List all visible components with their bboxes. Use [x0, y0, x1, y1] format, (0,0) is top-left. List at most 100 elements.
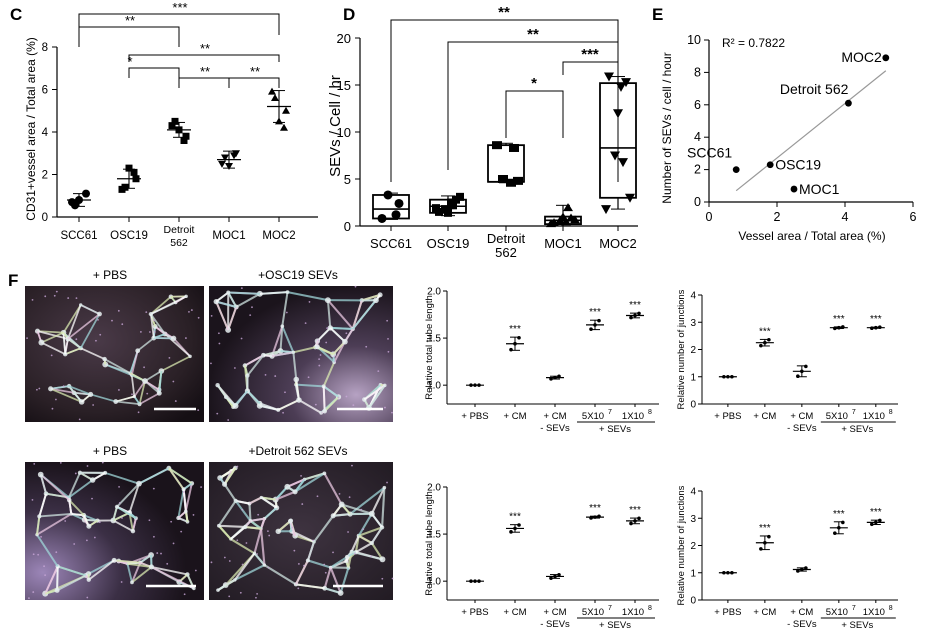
cell-dot: [324, 571, 327, 574]
d-xlabel-line2: 562: [495, 245, 517, 260]
vessel-segment: [130, 350, 139, 376]
vessel-segment: [234, 564, 265, 581]
c-xlabel: OSC19: [110, 230, 148, 242]
vessel-segment: [227, 306, 238, 331]
vessel-segment: [112, 506, 118, 521]
vessel-segment: [67, 338, 82, 349]
vessel-segment: [246, 390, 261, 405]
f-sig-label: ***: [759, 326, 771, 337]
vessel-segment: [295, 383, 324, 388]
vessel-segment: [80, 304, 100, 315]
vessel-segment: [177, 489, 185, 519]
cell-dot: [308, 301, 311, 303]
vessel-segment: [57, 565, 87, 577]
e-point: [845, 99, 852, 107]
d-ytick-label: 5: [344, 172, 351, 187]
vessel-node: [54, 587, 60, 593]
c-sig-label: **: [125, 13, 135, 28]
f-point: [837, 325, 841, 330]
d-xlabel: OSC19: [427, 236, 470, 251]
f-ytick-label: 1: [690, 568, 696, 579]
d-point: [383, 190, 393, 200]
vessel-segment: [182, 489, 187, 512]
c-ytick-label: 6: [42, 85, 48, 97]
f-point: [473, 579, 477, 583]
f-point: [553, 574, 557, 579]
vessel-segment: [215, 300, 237, 308]
cell-dot: [67, 297, 70, 299]
vessel-segment: [259, 404, 279, 411]
vessel-node: [337, 590, 344, 596]
f-sig-label: ***: [589, 307, 601, 318]
f-sev-group-label: + SEVs: [599, 620, 631, 631]
f-point: [469, 383, 473, 387]
d-point: [513, 176, 523, 185]
vessel-node: [222, 481, 228, 487]
vessel-node: [344, 554, 350, 560]
vessel-segment: [104, 471, 140, 485]
vessel-segment: [138, 380, 146, 405]
f-ytick-label: 1.0: [427, 381, 441, 392]
cell-dot: [314, 403, 317, 406]
vessel-node: [183, 509, 188, 514]
d-point: [492, 141, 502, 150]
c-ytick-label: 4: [42, 127, 49, 139]
cell-dot: [131, 393, 133, 396]
cell-dot: [377, 370, 380, 372]
f-point: [509, 530, 513, 534]
f-ytick-label: 2.0: [427, 483, 441, 494]
cell-dot: [210, 314, 213, 317]
cell-dot: [351, 464, 353, 467]
d-point: [621, 78, 631, 88]
vessel-segment: [293, 346, 316, 354]
vessel-node: [192, 586, 196, 591]
cell-dot: [180, 530, 183, 533]
cell-dot: [75, 297, 78, 300]
cell-dot: [354, 285, 357, 288]
cell-dot: [268, 534, 271, 537]
cell-dot: [338, 492, 341, 495]
vessel-node: [259, 495, 263, 500]
f-xlabel: 1X10: [622, 607, 644, 618]
cell-dot: [118, 502, 121, 504]
f-point: [874, 325, 878, 330]
c-point: [180, 137, 188, 144]
vessel-segment: [68, 479, 94, 499]
vessel-segment: [139, 554, 152, 564]
vessel-segment: [358, 526, 383, 537]
photo-caption-detroit: +Detroit 562 SEVs: [248, 444, 347, 458]
cell-dot: [316, 495, 319, 498]
e-point-label: MOC2: [841, 49, 882, 65]
vessel-segment: [322, 386, 326, 412]
f-point: [878, 518, 882, 523]
vessel-segment: [68, 499, 85, 516]
vessel-node: [383, 383, 387, 388]
f-point: [509, 347, 513, 352]
cell-dot: [168, 356, 171, 359]
f-sig-label: ***: [833, 314, 845, 325]
f-ytick-label: 2: [690, 541, 696, 552]
vessel-segment: [313, 515, 335, 543]
d-sig-label: **: [527, 26, 539, 43]
f-xlabel: + PBS: [461, 411, 488, 422]
c-sig-label: **: [200, 41, 210, 56]
c-point: [230, 152, 238, 160]
cell-dot: [284, 391, 286, 394]
f-point: [878, 325, 882, 330]
vessel-node: [114, 504, 120, 509]
vessel-node: [188, 354, 192, 359]
f-point: [870, 326, 874, 330]
cell-dot: [174, 400, 177, 402]
cell-dot: [337, 396, 340, 399]
vessel-segment: [149, 313, 155, 339]
d-sig-label: ***: [581, 46, 599, 63]
f-point: [800, 567, 804, 572]
f-point: [804, 364, 808, 369]
f-xlabel: + PBS: [714, 607, 741, 618]
f-xlabel-sub: - SEVs: [787, 619, 817, 630]
f-point: [804, 566, 808, 570]
c-xlabel-line2: 562: [170, 237, 188, 249]
cell-dot: [160, 552, 162, 555]
vessel-segment: [41, 331, 64, 344]
f-ylabel: Relative number of junctions: [676, 289, 687, 409]
